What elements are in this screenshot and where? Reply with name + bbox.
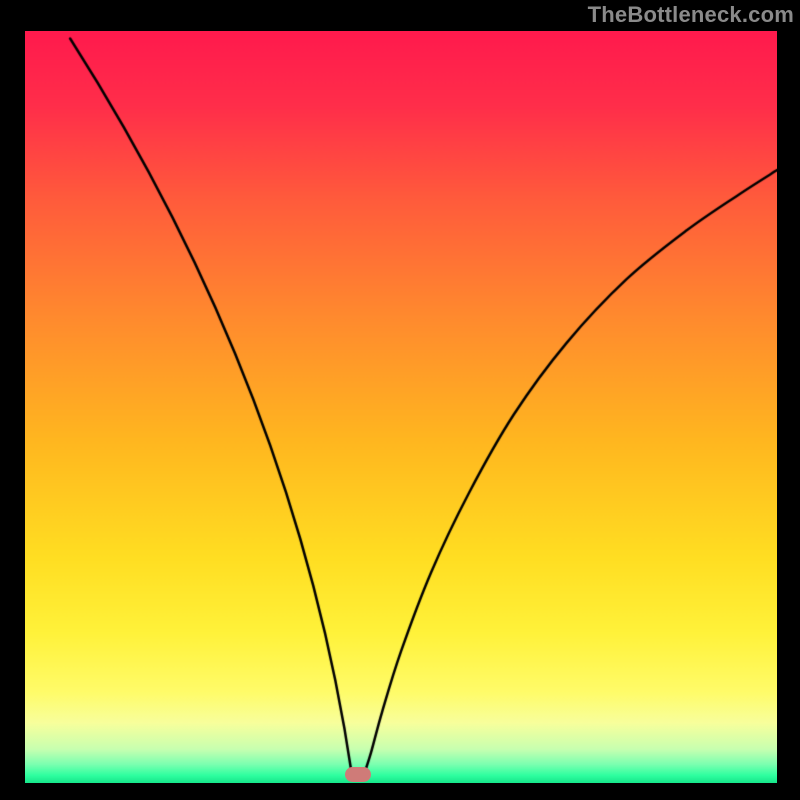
plot-canvas [25, 31, 777, 783]
chart-container: TheBottleneck.com [0, 0, 800, 800]
plot-frame [22, 28, 780, 786]
watermark-text: TheBottleneck.com [588, 2, 794, 28]
minimum-marker [345, 767, 371, 782]
